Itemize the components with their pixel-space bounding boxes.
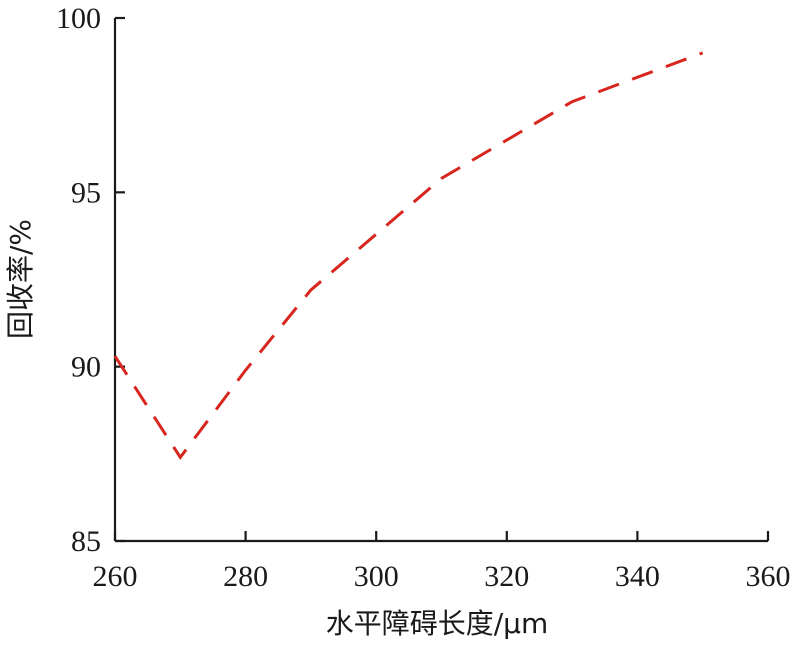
x-tick-label: 280 bbox=[223, 560, 268, 593]
y-tick-label: 100 bbox=[56, 2, 101, 35]
x-axis-title: 水平障碍长度/μm bbox=[326, 607, 549, 640]
y-tick-label: 85 bbox=[71, 525, 101, 558]
y-axis-title: 回收率/% bbox=[4, 219, 37, 339]
series-group bbox=[113, 51, 704, 460]
y-axis-ticks: 85 90 95 100 bbox=[56, 2, 125, 558]
y-tick-label: 90 bbox=[71, 351, 101, 384]
x-tick-label: 260 bbox=[93, 560, 138, 593]
y-tick-label: 95 bbox=[71, 176, 101, 209]
x-tick-label: 360 bbox=[746, 560, 791, 593]
plot-area: 260 280 300 320 340 360 85 90 95 100 bbox=[56, 2, 791, 593]
x-axis-ticks: 260 280 300 320 340 360 bbox=[93, 531, 791, 593]
series-line bbox=[113, 51, 704, 460]
x-tick-label: 320 bbox=[484, 560, 529, 593]
x-tick-label: 300 bbox=[354, 560, 399, 593]
x-tick-label: 340 bbox=[615, 560, 660, 593]
